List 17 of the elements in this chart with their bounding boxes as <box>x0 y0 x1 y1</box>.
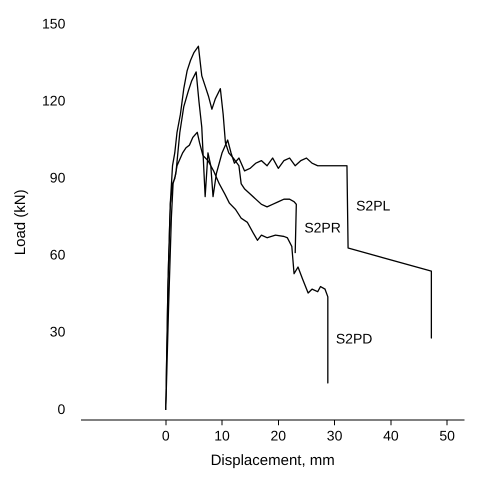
y-tick-label: 90 <box>50 169 66 186</box>
series-label: S2PD <box>336 330 372 347</box>
y-tick-label: 120 <box>42 92 66 108</box>
x-tick-label: 40 <box>383 427 399 444</box>
x-tick-label: 0 <box>162 427 170 444</box>
x-tick-label: 50 <box>439 427 456 444</box>
x-axis-title: Displacement, mm <box>210 452 335 470</box>
y-axis-title: Load (kN) <box>12 189 30 256</box>
y-tick-label: 30 <box>50 324 66 340</box>
x-tick-label: 10 <box>214 427 230 444</box>
y-tick-label: 150 <box>42 15 66 32</box>
series-label: S2PL <box>356 198 391 214</box>
x-tick-label: 20 <box>270 427 286 444</box>
y-tick-label: 60 <box>50 246 66 263</box>
series-label: S2PR <box>304 220 341 236</box>
y-tick-label: 0 <box>58 400 66 417</box>
x-tick-label: 30 <box>326 427 343 444</box>
